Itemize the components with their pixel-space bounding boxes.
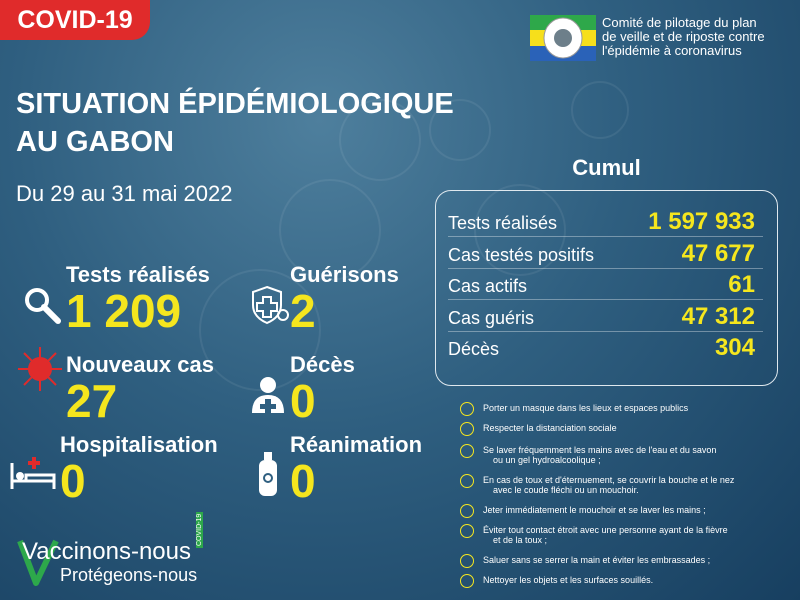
stat: Tests réalisés 1 209: [66, 262, 210, 334]
cumul-value: 61: [728, 271, 755, 298]
stat-label: Réanimation: [290, 432, 423, 457]
advice-line: Éviter tout contact étroit avec une pers…: [483, 525, 728, 535]
period: Du 29 au 31 mai 2022: [16, 181, 233, 206]
search-icon: [25, 288, 61, 324]
cumul-label: Cas actifs: [448, 276, 528, 296]
stat-label: Hospitalisation: [60, 432, 218, 457]
separator: [448, 330, 763, 332]
oxygen-icon: [259, 452, 277, 496]
stat-value: 27: [66, 375, 118, 427]
advice-line: Nettoyer les objets et les surfaces soui…: [483, 575, 654, 585]
stat: Réanimation 0: [290, 432, 422, 504]
advice-line: Respecter la distanciation sociale: [483, 423, 617, 433]
advice-icon: [460, 422, 474, 436]
cumul-value: 304: [714, 334, 755, 361]
advice-line: Jeter immédiatement le mouchoir et se la…: [483, 505, 706, 515]
cumul-row: Cas guéris 47 312: [448, 300, 763, 332]
org-line: l'épidémie à coronavirus: [602, 43, 742, 58]
badge: COVID-19: [0, 0, 150, 40]
advice-item: Respecter la distanciation sociale: [483, 423, 617, 433]
advice-item: Saluer sans se serrer la main et éviter …: [483, 555, 710, 565]
hospital-bed-icon: [10, 457, 56, 489]
stat: Hospitalisation 0: [60, 432, 218, 504]
advice-icon: [460, 574, 474, 588]
cumul-row: Cas testés positifs 47 677: [448, 237, 763, 269]
stat-value: 1 209: [66, 285, 182, 337]
cumul-value: 47 677: [681, 239, 755, 267]
advice-icon: [460, 402, 474, 416]
recovery-icon: [252, 285, 289, 325]
advice-line: avec le coude fléchi ou un mouchoir.: [493, 485, 639, 495]
advice-line: En cas de toux et d'éternuement, se couv…: [483, 475, 735, 485]
campaign-line: Protégeons-nous: [60, 565, 198, 585]
advice-icon: [460, 474, 474, 488]
stat: Décès 0: [290, 352, 355, 424]
cumul-value: 47 312: [681, 302, 755, 330]
title: SITUATION ÉPIDÉMIOLOGIQUE AU GABON: [16, 85, 454, 161]
cumul-label: Décès: [448, 339, 500, 359]
advice-line: ou un gel hydroalcoolique ;: [493, 455, 601, 465]
advice-item: Éviter tout contact étroit avec une pers…: [483, 525, 728, 545]
separator: [448, 267, 763, 269]
campaign-line: Vaccinons-nous: [22, 538, 191, 565]
campaign-tag: COVID-19: [196, 511, 203, 548]
advice-icon: [460, 504, 474, 518]
advice-item: En cas de toux et d'éternuement, se couv…: [483, 475, 734, 495]
title-line: SITUATION ÉPIDÉMIOLOGIQUE: [16, 88, 454, 120]
org-line: Comité de pilotage du plan: [602, 15, 757, 30]
stat-value: 0: [290, 455, 316, 507]
advice-icon: [460, 554, 474, 568]
cumul-row: Tests réalisés 1 597 933: [448, 205, 763, 237]
cumul-label: Tests réalisés: [448, 213, 558, 233]
organization-name: Comité de pilotage du plan de veille et …: [602, 16, 765, 58]
cumul-label: Cas testés positifs: [448, 244, 595, 265]
separator: [448, 236, 763, 237]
cumul-table: Tests réalisés 1 597 933 Cas testés positi…: [435, 190, 778, 386]
stat: Nouveaux cas 27: [66, 352, 214, 424]
advice-line: Porter un masque dans les lieux et espac…: [483, 403, 689, 413]
advice-item: Porter un masque dans les lieux et espac…: [483, 403, 688, 413]
advice-line: Saluer sans se serrer la main et éviter …: [483, 555, 711, 565]
death-icon: [252, 377, 284, 414]
virus-icon: [18, 347, 62, 391]
stat-label: Guérisons: [290, 262, 399, 287]
cumul-row: Décès 304: [448, 331, 755, 362]
advice-item: Se laver fréquemment les mains avec de l…: [483, 445, 716, 465]
advice-icon: [460, 444, 474, 458]
advice-line: Se laver fréquemment les mains avec de l…: [483, 445, 717, 455]
stat-value: 0: [60, 455, 86, 507]
stat-value: 0: [290, 375, 316, 427]
stat-label: Nouveaux cas: [66, 352, 214, 377]
advice-line: et de la toux ;: [493, 535, 548, 545]
org-line: de veille et de riposte contre: [602, 29, 765, 44]
advice-item: Jeter immédiatement le mouchoir et se la…: [483, 505, 706, 515]
separator: [448, 299, 763, 300]
stat-label: Tests réalisés: [66, 262, 210, 287]
advice-icon: [460, 524, 474, 538]
cumul-title: Cumul: [572, 155, 641, 180]
stat: Guérisons 2: [290, 262, 399, 334]
vaccination-v-icon: [17, 539, 59, 586]
logo: [530, 15, 596, 61]
stat-value: 2: [290, 285, 316, 337]
cumul-label: Cas guéris: [448, 307, 535, 328]
cumul-value: 1 597 933: [648, 208, 755, 235]
cumul-row: Cas actifs 61: [448, 268, 763, 300]
stat-label: Décès: [290, 352, 355, 377]
title-line: AU GABON: [16, 126, 174, 158]
advice-item: Nettoyer les objets et les surfaces soui…: [483, 575, 653, 585]
